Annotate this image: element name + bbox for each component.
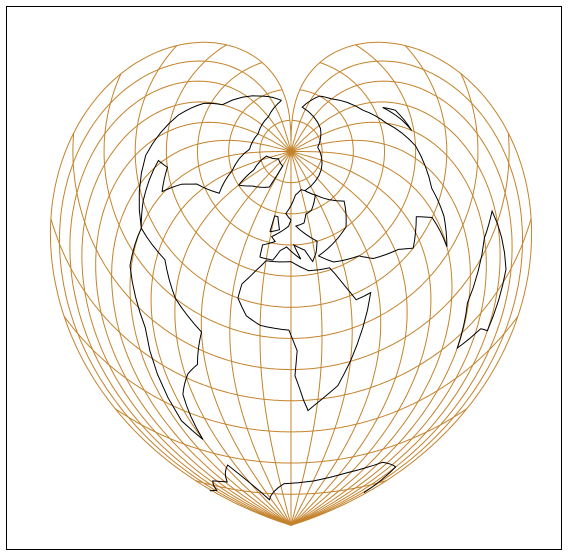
parallel <box>103 73 479 339</box>
coastline <box>301 95 448 263</box>
coastline <box>382 107 413 131</box>
parallel <box>63 315 519 433</box>
coastlines <box>129 95 507 501</box>
coastline <box>237 260 372 412</box>
map-frame <box>6 6 562 550</box>
parallel <box>197 62 385 246</box>
parallel <box>259 119 323 184</box>
parallel <box>165 44 417 277</box>
parallel <box>114 408 468 464</box>
coastline <box>456 209 507 350</box>
parallel <box>228 89 354 215</box>
parallel <box>195 480 387 495</box>
parallel <box>50 218 532 402</box>
coastline <box>129 227 204 440</box>
coastline <box>209 461 397 501</box>
parallel <box>134 45 448 308</box>
parallel <box>72 132 510 371</box>
coastline <box>269 215 281 233</box>
coastline <box>138 95 282 229</box>
coastline <box>238 155 284 188</box>
graticule <box>49 41 533 526</box>
coastline <box>259 189 318 263</box>
